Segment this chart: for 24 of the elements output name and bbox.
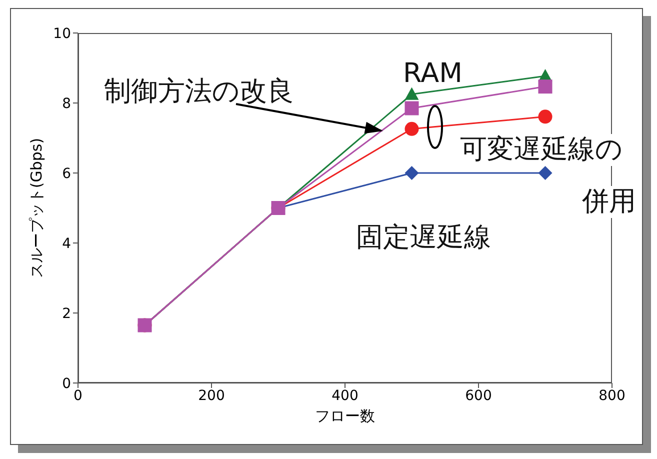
point — [538, 110, 552, 124]
annotation: 可変遅延線の — [460, 134, 623, 165]
point — [538, 166, 552, 180]
y-tick-label: 6 — [62, 166, 72, 182]
y-axis-title: スループット(Gbps) — [27, 138, 46, 278]
y-tick-label: 8 — [62, 96, 71, 112]
annotation: 併用 — [582, 186, 636, 217]
point — [538, 80, 552, 94]
point — [404, 166, 419, 180]
y-tick-label: 0 — [62, 376, 71, 392]
y-tick-label: 2 — [62, 306, 71, 322]
annotation: 固定遅延線 — [356, 222, 491, 253]
y-tick-label: 10 — [53, 26, 71, 42]
annotation: RAM — [403, 58, 462, 89]
x-tick-label: 200 — [198, 388, 225, 404]
point — [404, 122, 419, 136]
x-axis-title: フロー数 — [315, 407, 375, 425]
annotation: 制御方法の改良 — [104, 76, 294, 107]
x-tick-label: 600 — [465, 388, 492, 404]
y-tick-label: 4 — [62, 236, 72, 252]
x-tick-label: 0 — [74, 388, 82, 404]
x-tick-label: 800 — [598, 388, 626, 404]
point — [404, 101, 419, 116]
x-tick-label: 400 — [332, 388, 358, 404]
